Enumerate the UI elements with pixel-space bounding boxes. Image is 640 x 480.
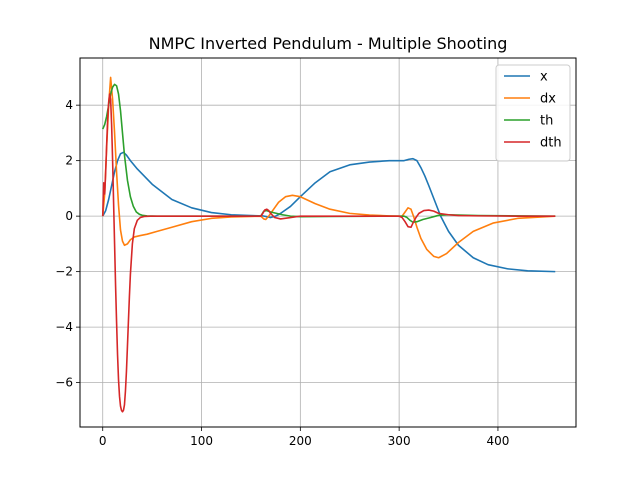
axis-ticks: 0 100 200 300 400 −6 −4 −2 0 2 4 (55, 98, 509, 448)
y-tick-label: −4 (55, 320, 73, 334)
x-tick-label: 0 (99, 434, 107, 448)
x-tick-label: 300 (388, 434, 411, 448)
legend-label-th: th (540, 114, 553, 129)
legend-box (495, 64, 571, 162)
series-lines (101, 76, 556, 413)
y-tick-label: 0 (65, 209, 73, 223)
legend-label-dx: dx (540, 92, 556, 107)
legend-label-dth: dth (540, 136, 562, 151)
x-tick-label: 200 (289, 434, 312, 448)
y-tick-label: 4 (65, 98, 73, 112)
plot-frame (79, 57, 577, 428)
y-tick-label: −2 (55, 265, 73, 279)
series-line-dth (101, 93, 556, 413)
x-tick-label: 100 (190, 434, 213, 448)
chart-title: NMPC Inverted Pendulum - Multiple Shooti… (149, 34, 508, 53)
x-tick-label: 400 (486, 434, 509, 448)
y-tick-label: 2 (65, 154, 73, 168)
legend-label-x: x (540, 70, 548, 85)
series-line-dx (101, 76, 556, 259)
legend: x dx th dth (495, 64, 571, 162)
y-tick-label: −6 (55, 376, 73, 390)
